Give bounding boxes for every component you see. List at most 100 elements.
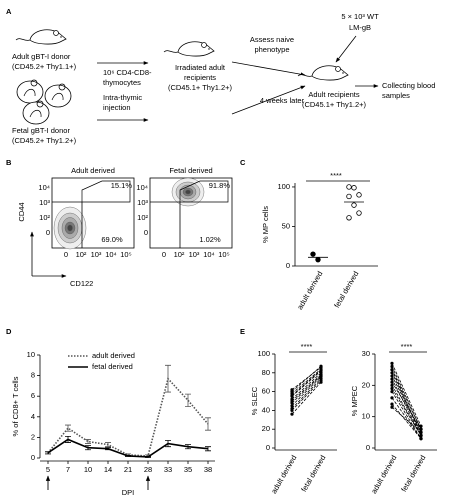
mouse-eye <box>60 36 62 38</box>
label: 91.8% <box>209 181 231 190</box>
pair-line <box>391 403 422 439</box>
x-tick-label: 35 <box>184 465 192 474</box>
point <box>290 412 294 416</box>
pair-line <box>291 372 322 400</box>
error-bar <box>125 455 131 457</box>
point <box>290 390 294 394</box>
panel-label: A <box>6 7 12 16</box>
pair-line <box>291 365 322 392</box>
pair-line <box>291 369 322 396</box>
x-tick-label: 10³ <box>91 250 102 259</box>
pair-line <box>291 374 322 402</box>
point <box>351 185 357 191</box>
x-tick-label: 10⁵ <box>120 250 131 259</box>
label: samples <box>382 91 410 100</box>
point <box>346 193 352 200</box>
y-tick-label: 6 <box>31 391 35 400</box>
point <box>290 393 294 397</box>
y-tick-label: 4 <box>31 412 35 421</box>
pair-line <box>291 370 322 397</box>
point <box>390 396 394 400</box>
pair-line <box>291 381 322 415</box>
x-tick-label: fetal derived <box>332 269 360 309</box>
label: 4 weeks later <box>260 96 305 105</box>
x-tick-label: 10 <box>84 465 92 474</box>
point <box>390 361 394 365</box>
label: (CD45.2+ Thy1.1+) <box>12 62 77 71</box>
y-tick-label: 10 <box>27 350 35 359</box>
error-bar <box>65 424 71 432</box>
panel-label: C <box>240 158 246 167</box>
error-bar <box>145 456 151 458</box>
pair-line <box>391 385 422 436</box>
point <box>356 210 362 216</box>
contour <box>67 224 73 232</box>
y-tick-label: 10 <box>362 412 370 421</box>
point <box>390 390 394 394</box>
label: 1.02% <box>199 235 221 244</box>
point <box>319 364 323 368</box>
y-tick-label: 2 <box>31 432 35 441</box>
x-tick-label: 10² <box>174 250 185 259</box>
fetus-icon <box>44 84 72 108</box>
mouse-ear <box>335 66 341 72</box>
significance: **** <box>330 171 342 180</box>
label: LM-gB <box>349 23 371 32</box>
x-tick-label: 0 <box>64 250 68 259</box>
point <box>290 404 294 408</box>
point <box>419 427 423 431</box>
x-tick-label: 5 <box>46 465 50 474</box>
label: 10⁶ CD4-CD8- <box>103 68 152 77</box>
label: 69.0% <box>101 235 123 244</box>
panel-label: B <box>6 158 12 167</box>
fetus-detail <box>23 79 38 97</box>
y-tick-label: 20 <box>362 380 370 389</box>
legend-label: fetal derived <box>92 362 133 371</box>
label: recipients <box>184 73 216 82</box>
label: (CD45.1+ Thy1.2+) <box>168 83 233 92</box>
y-tick-label: 8 <box>31 371 35 380</box>
plot-title: Adult derived <box>71 166 115 175</box>
y-tick-label: 10⁴ <box>38 183 50 192</box>
fetus-icon <box>16 80 44 104</box>
label: thymocytes <box>103 78 141 87</box>
error-bar <box>165 364 171 393</box>
error-bar <box>185 393 191 407</box>
mouse-eye <box>208 48 210 50</box>
axis-label: CD122 <box>70 279 93 288</box>
x-tick-label: 10⁵ <box>218 250 229 259</box>
axis-label: CD44 <box>17 202 26 221</box>
pair-line <box>291 376 322 406</box>
error-bar <box>105 447 111 451</box>
error-bar <box>45 451 51 455</box>
gate <box>81 180 131 203</box>
y-tick-label: 100 <box>257 349 270 358</box>
fetus-detail <box>29 100 44 118</box>
plot-title: Fetal derived <box>169 166 212 175</box>
point <box>319 368 323 372</box>
error-bar <box>205 417 211 431</box>
pair-line <box>291 375 322 404</box>
arrow <box>335 35 357 63</box>
mouse-ear <box>53 30 59 36</box>
gate <box>179 180 229 203</box>
axis-label: % MPEC <box>350 385 359 416</box>
y-tick-label: 10² <box>137 213 148 222</box>
point <box>390 405 394 409</box>
x-tick-label: fetal derived <box>399 453 427 493</box>
y-tick-label: 40 <box>262 405 270 414</box>
point <box>290 401 294 405</box>
pair-line <box>391 391 422 439</box>
x-tick-label: adult derived <box>369 453 398 495</box>
y-tick-label: 0 <box>144 228 148 237</box>
mouse-eye <box>342 72 344 74</box>
pair-line <box>391 366 422 430</box>
y-tick-label: 100 <box>277 182 290 191</box>
label: Fetal gBT-I donor <box>12 126 70 135</box>
legend-label: adult derived <box>92 351 135 360</box>
pair-line <box>391 369 422 430</box>
pair-line <box>391 363 422 427</box>
point <box>390 383 394 387</box>
point <box>390 380 394 384</box>
